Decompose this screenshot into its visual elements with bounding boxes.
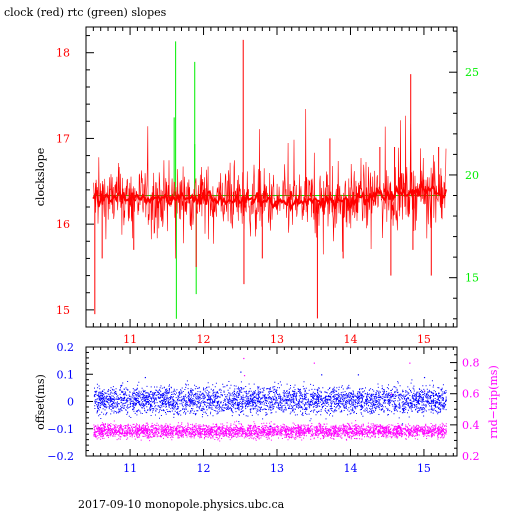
top-series-group — [92, 39, 447, 319]
offset-outlier — [401, 423, 404, 425]
rnd-trip-outlier — [243, 375, 246, 377]
bottom-right-y-tick-label: 0.4 — [462, 419, 480, 432]
rnd-trip-outlier — [390, 393, 393, 395]
bottom-x-tick-label: 11 — [123, 462, 137, 475]
bottom-left-y-tick-label: −0.2 — [47, 450, 74, 463]
top-x-tick-label: 11 — [123, 333, 137, 346]
bottom-ticks-group: 11 12 13 14 15 −0.2 −0.1 0 0.1 0.2 0.2 0.4 0.6 0.8 — [47, 341, 479, 475]
bottom-x-tick-label: 14 — [343, 462, 357, 475]
bottom-panel: 11 12 13 14 15 −0.2 −0.1 0 0.1 0.2 0.2 0.4 0.6 0.8 of… — [34, 341, 500, 475]
chart-title: clock (red) rtc (green) slopes — [4, 6, 167, 19]
top-left-y-tick-label: 16 — [56, 218, 70, 231]
bottom-left-y-tick-label: 0.1 — [57, 368, 75, 381]
top-x-tick-label: 14 — [343, 333, 357, 346]
bottom-left-y-tick-label: 0 — [67, 396, 74, 409]
rnd-trip-outlier — [409, 362, 411, 364]
bottom-series-group — [93, 357, 447, 442]
bottom-x-tick-label: 12 — [197, 462, 211, 475]
top-ticks-group: 11 12 13 14 15 15 16 17 18 15 20 25 — [56, 27, 479, 346]
offset-outlier — [269, 426, 271, 428]
bottom-x-tick-label: 15 — [417, 462, 431, 475]
bottom-right-y-axis-label: rnd−trip(ms) — [487, 365, 500, 439]
top-right-y-tick-label: 20 — [465, 169, 479, 182]
rnd-trip-outlier — [313, 362, 315, 364]
top-left-y-tick-label: 17 — [56, 132, 70, 145]
top-right-y-tick-label: 15 — [465, 272, 479, 285]
offset-outlier — [240, 371, 242, 373]
bottom-right-y-tick-label: 0.6 — [462, 388, 480, 401]
offset-points — [93, 379, 447, 423]
top-x-tick-label: 13 — [270, 333, 284, 346]
clock-series-line — [93, 108, 447, 259]
rnd-trip-outlier — [188, 401, 191, 403]
top-y-axis-label: clockslope — [34, 148, 47, 206]
offset-outlier — [423, 376, 426, 379]
offset-outlier — [321, 374, 323, 376]
top-left-y-tick-label: 15 — [56, 304, 70, 317]
bottom-left-y-tick-label: −0.1 — [47, 423, 74, 436]
top-right-y-tick-label: 25 — [465, 66, 479, 79]
top-plot-frame — [85, 26, 458, 328]
top-panel: 11 12 13 14 15 15 16 17 18 15 20 25 clockslope — [34, 26, 479, 346]
offset-outlier — [144, 376, 146, 379]
top-x-tick-label: 12 — [197, 333, 211, 346]
bottom-x-tick-label: 13 — [270, 462, 284, 475]
bottom-right-y-tick-label: 0.8 — [462, 357, 480, 370]
top-left-y-tick-label: 18 — [56, 47, 70, 60]
footer-text: 2017-09-10 monopole.physics.ubc.ca — [78, 498, 285, 511]
clock-series-mean-line — [92, 180, 447, 212]
offset-outlier — [357, 374, 360, 376]
rnd-trip-points — [93, 420, 447, 442]
top-x-tick-label: 15 — [417, 333, 431, 346]
rnd-trip-outlier — [243, 357, 245, 360]
bottom-left-y-axis-label: offset(ms) — [34, 374, 47, 430]
bottom-right-y-tick-label: 0.2 — [462, 450, 480, 463]
bottom-left-y-tick-label: 0.2 — [57, 341, 75, 354]
